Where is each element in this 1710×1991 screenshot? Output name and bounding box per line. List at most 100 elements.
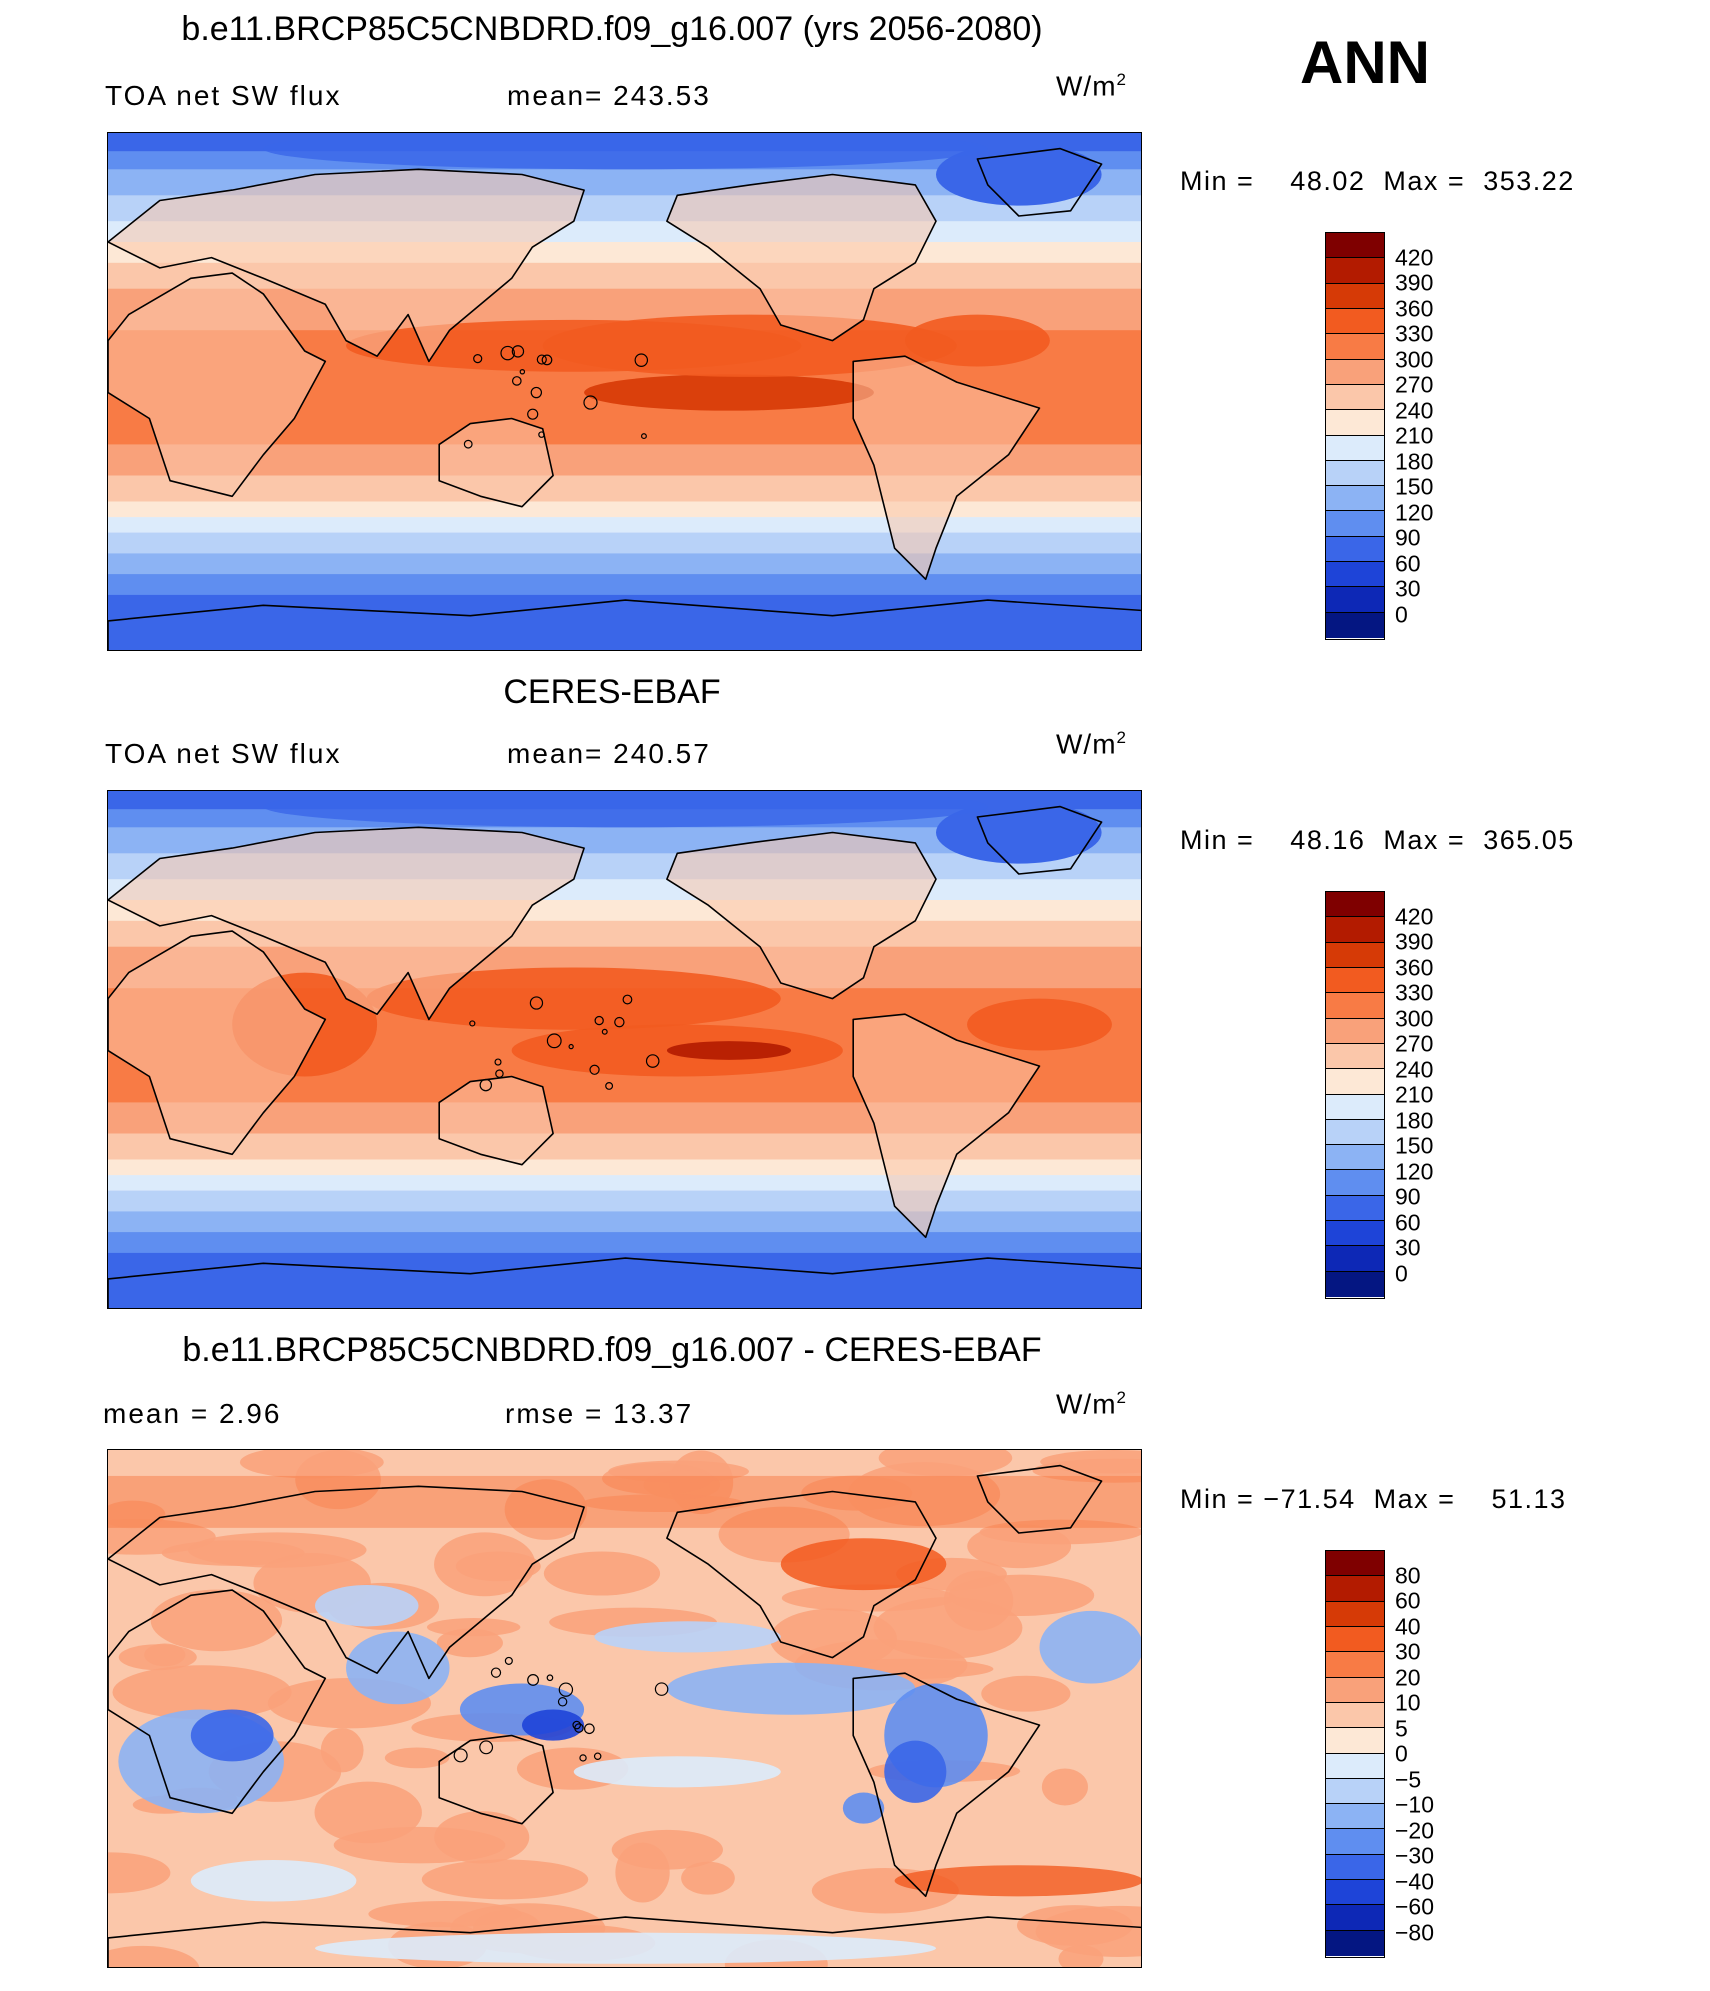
colorbar-tick-label: 0: [1395, 601, 1408, 627]
coastline: [976, 1464, 1103, 1534]
colorbar-segment: [1326, 1195, 1384, 1222]
cool-patch: [190, 1709, 274, 1762]
coastline: [852, 1672, 1041, 1898]
colorbar-tick-label: 0: [1395, 1260, 1408, 1286]
zonal-band: [108, 574, 1141, 596]
colorbar-tick-label: 120: [1395, 499, 1434, 525]
warm-patch: [187, 1532, 367, 1568]
cool-patch: [842, 1792, 885, 1824]
cool-patch: [666, 1662, 916, 1715]
warm-band: [108, 1475, 1141, 1528]
panel-3-map: [107, 1449, 1142, 1968]
island-coastline: [654, 1682, 669, 1696]
island-coastline: [557, 1697, 568, 1707]
colorbar-segment: [1326, 460, 1384, 487]
colorbar-segment: [1326, 1854, 1384, 1881]
colorbar-segment: [1326, 1551, 1384, 1577]
colorbar-tick-label: −20: [1395, 1817, 1435, 1843]
colorbar-segment: [1326, 486, 1384, 512]
coastline: [108, 599, 1141, 650]
colorbar-segment: [1326, 1905, 1384, 1931]
warm-core: [666, 1041, 792, 1060]
island-coastline: [538, 431, 545, 438]
island-coastline: [527, 408, 539, 420]
zonal-band: [108, 1211, 1141, 1234]
coastline: [666, 173, 937, 342]
warm-patch: [436, 1628, 503, 1658]
season-label: ANN: [1300, 29, 1430, 96]
coastline: [108, 930, 327, 1156]
colorbar-segment: [1326, 1094, 1384, 1120]
panel-2-map: [107, 790, 1142, 1309]
warm-patch: [384, 1747, 450, 1769]
panel-1-units: W/m2: [1056, 70, 1127, 102]
colorbar-tick-label: 90: [1395, 524, 1421, 551]
island-coastline: [519, 368, 526, 375]
colorbar-tick-label: 270: [1395, 1030, 1434, 1057]
coastline: [108, 168, 585, 363]
colorbar-segment: [1326, 1246, 1384, 1272]
cold-patch: [263, 133, 988, 170]
land-tint: [108, 827, 585, 1020]
warm-core: [967, 998, 1112, 1051]
colorbar-tick-label: 240: [1395, 1056, 1434, 1082]
panel-2-mean: mean= 240.57: [507, 738, 711, 769]
warm-patch: [981, 1675, 1071, 1712]
colorbar-tick-label: 30: [1395, 1234, 1421, 1261]
panel-3-title: b.e11.BRCP85C5CNBDRD.f09_g16.007 - CERES…: [182, 1331, 1042, 1369]
warm-patch: [150, 1589, 283, 1652]
panel-1-mean: mean= 243.53: [507, 80, 711, 111]
colorbar-segment: [1326, 258, 1384, 284]
warm-patch: [108, 1945, 200, 1967]
island-coastline: [640, 433, 647, 440]
island-coastline: [530, 386, 543, 399]
coastline: [108, 1589, 327, 1815]
colorbar-segment: [1326, 1702, 1384, 1729]
island-coastline: [453, 1748, 468, 1763]
colorbar-tick-label: 180: [1395, 448, 1434, 474]
island-coastline: [527, 1674, 540, 1686]
warm-patch: [112, 1665, 292, 1720]
warm-patch: [1041, 1768, 1088, 1806]
colorbar-tick-label: 360: [1395, 295, 1434, 321]
warm-patch: [1035, 1905, 1141, 1958]
colorbar-tick-label: −10: [1395, 1791, 1435, 1818]
warm-patch: [615, 1842, 670, 1903]
coastline: [666, 1490, 937, 1659]
island-coastline: [495, 1069, 504, 1078]
colorbar-segment: [1326, 562, 1384, 588]
colorbar-tick-label: 330: [1395, 979, 1434, 1006]
colorbar-tick-label: 120: [1395, 1158, 1434, 1184]
colorbar-tick-label: 210: [1395, 422, 1434, 449]
island-coastline: [479, 1740, 494, 1755]
island-coastline: [634, 353, 649, 367]
colorbar-tick-label: 390: [1395, 269, 1434, 296]
colorbar-tick-label: 0: [1395, 1740, 1408, 1767]
panel-1-map: [107, 132, 1142, 651]
island-coastline: [601, 1028, 608, 1035]
panel-2-variable: TOA net SW flux: [105, 738, 342, 769]
cool-patch: [573, 1756, 781, 1788]
zonal-band: [108, 517, 1141, 534]
island-coastline: [583, 1723, 595, 1735]
panel-3-rmse: rmse = 13.37: [505, 1398, 694, 1429]
island-coastline: [490, 1667, 502, 1678]
colorbar-tick-label: 360: [1395, 954, 1434, 980]
warm-patch: [873, 1597, 1023, 1659]
land-tint: [108, 273, 326, 497]
colorbar-tick-label: 150: [1395, 1132, 1434, 1159]
cool-patch: [346, 1631, 450, 1705]
coastline: [852, 1013, 1041, 1239]
coastline: [108, 826, 585, 1021]
colorbar-segment: [1326, 435, 1384, 461]
colorbar-tick-label: 420: [1395, 244, 1434, 270]
colorbar-segment: [1326, 1804, 1384, 1830]
island-coastline: [589, 1064, 600, 1075]
colorbar-tick-label: 10: [1395, 1689, 1421, 1716]
colorbar-tick-label: 60: [1395, 1209, 1421, 1235]
land-tint: [108, 169, 585, 362]
colorbar-segment: [1326, 1753, 1384, 1779]
land-tint: [853, 356, 1040, 580]
colorbar-segment: [1326, 993, 1384, 1019]
island-coastline: [536, 354, 547, 365]
